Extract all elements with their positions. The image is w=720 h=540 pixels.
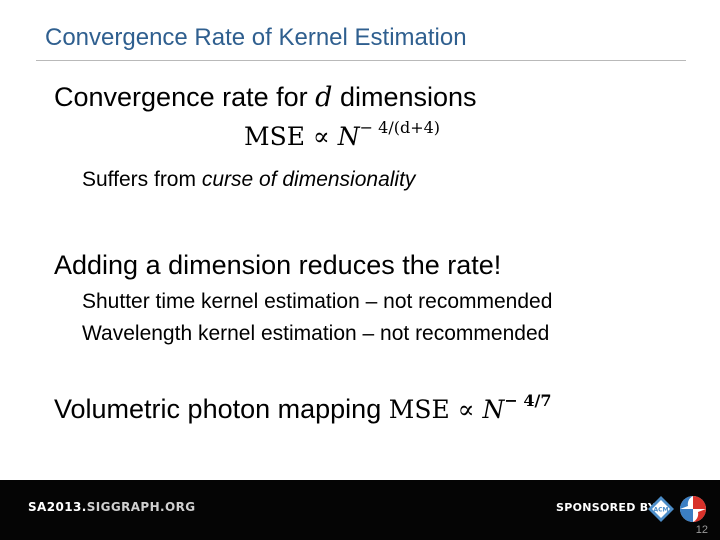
sub-bullet-shutter: Shutter time kernel estimation – not rec… bbox=[82, 290, 553, 313]
acm-logo-icon: ACM bbox=[648, 496, 674, 522]
mse-label: MSE ∝ bbox=[244, 122, 338, 151]
site-url[interactable]: SA2013.SIGGRAPH.ORG bbox=[28, 500, 196, 514]
bullet-volumetric: Volumetric photon mapping MSE ∝ N− 4/7 bbox=[54, 391, 552, 425]
bullet-adding-dimension: Adding a dimension reduces the rate! bbox=[54, 250, 502, 280]
curse-prefix: Suffers from bbox=[82, 168, 202, 191]
acm-logo-text: ACM bbox=[653, 507, 668, 514]
mse-formula-general: MSE ∝ N− 4/(d+4) bbox=[244, 118, 440, 151]
volumetric-exponent: − 4/7 bbox=[504, 391, 552, 410]
sample-count-variable: N bbox=[337, 122, 360, 151]
convergence-text: Convergence rate for bbox=[54, 82, 316, 112]
dimensions-text: dimensions bbox=[332, 82, 477, 112]
title-divider bbox=[36, 60, 686, 61]
slide-number: 12 bbox=[695, 524, 708, 536]
slide-title: Convergence Rate of Kernel Estimation bbox=[45, 24, 467, 51]
dimension-variable: d bbox=[315, 82, 333, 113]
sub-bullet-wavelength: Wavelength kernel estimation – not recom… bbox=[82, 322, 550, 345]
siggraph-logo-icon bbox=[680, 496, 706, 522]
site-url-prefix: SA2013. bbox=[28, 500, 87, 514]
site-url-domain: SIGGRAPH.ORG bbox=[86, 500, 196, 514]
curse-of-dimensionality: curse of dimensionality bbox=[201, 168, 416, 191]
volumetric-text: Volumetric photon mapping bbox=[54, 394, 389, 424]
sub-bullet-curse: Suffers from curse of dimensionality bbox=[82, 168, 415, 192]
sample-count-variable-volumetric: N bbox=[482, 395, 505, 424]
mse-label-volumetric: MSE ∝ bbox=[388, 395, 483, 424]
general-exponent: − 4/(d+4) bbox=[359, 118, 441, 137]
bullet-convergence-rate: Convergence rate for d dimensions bbox=[54, 82, 477, 113]
footer-bar: SA2013.SIGGRAPH.ORG SPONSORED BY 12 bbox=[0, 480, 720, 540]
slide-body: Convergence rate for d dimensions MSE ∝ … bbox=[54, 82, 553, 425]
sponsored-by-label: SPONSORED BY bbox=[556, 501, 657, 514]
